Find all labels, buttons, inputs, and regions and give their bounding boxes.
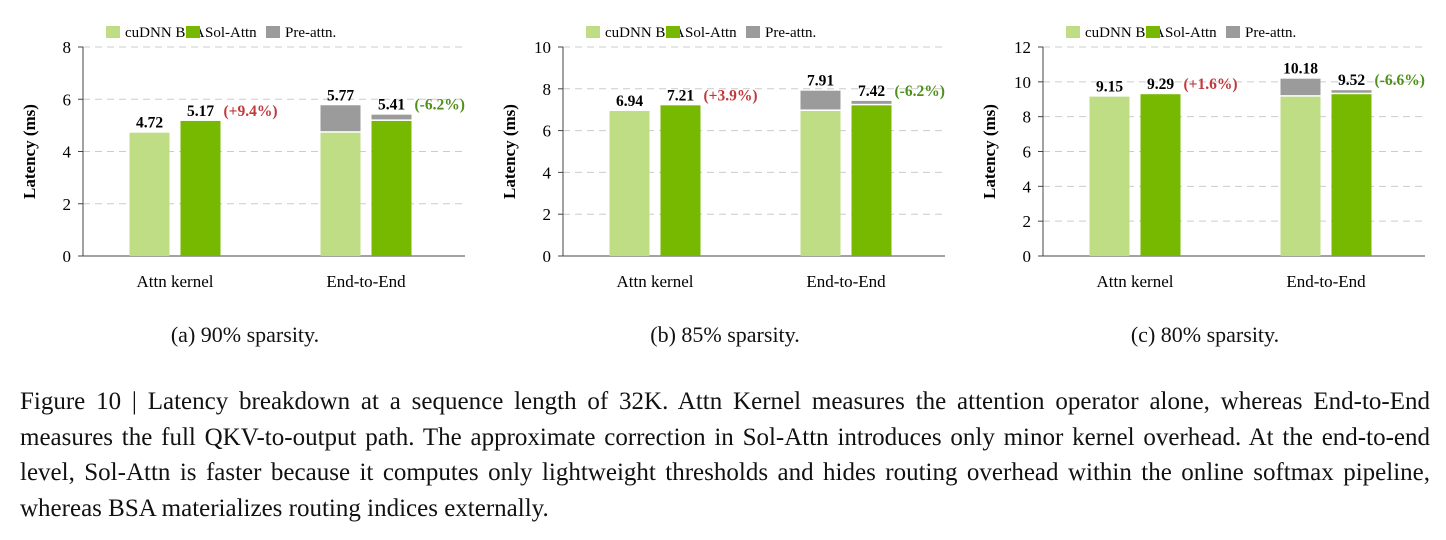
y-tick-label: 6 (543, 122, 552, 141)
y-tick-label: 6 (63, 90, 72, 109)
bar-cudnn-bsa (800, 110, 841, 256)
delta-label: (-6.2%) (415, 97, 465, 114)
data-label: 10.18 (1283, 61, 1318, 78)
y-tick-label: 0 (543, 247, 552, 266)
legend-swatch (666, 26, 680, 38)
x-tick-label: Attn kernel (617, 272, 694, 291)
x-tick-label: End-to-End (326, 272, 406, 291)
y-tick-label: 0 (1023, 247, 1032, 266)
y-tick-label: 10 (1014, 73, 1031, 92)
y-tick-label: 2 (1023, 212, 1032, 231)
x-tick-label: Attn kernel (137, 272, 214, 291)
bar-pre-attn (851, 100, 892, 104)
delta-label: (-6.2%) (895, 83, 945, 100)
y-tick-label: 4 (1023, 177, 1032, 196)
legend-swatch (1066, 26, 1080, 38)
data-label: 7.91 (807, 73, 834, 90)
bar-pre-attn (371, 114, 412, 120)
data-label: 9.15 (1096, 79, 1123, 96)
legend-label: Pre-attn. (285, 25, 336, 41)
x-tick-label: End-to-End (806, 272, 886, 291)
x-tick-label: Attn kernel (1097, 272, 1174, 291)
y-tick-label: 8 (63, 38, 72, 57)
legend-label: Pre-attn. (765, 25, 816, 41)
data-label: 7.42 (858, 83, 885, 100)
y-tick-label: 12 (1014, 38, 1031, 57)
bar-cudnn-bsa (1280, 96, 1321, 256)
legend-swatch (586, 26, 600, 38)
legend-label: cuDNN BSA (605, 25, 685, 41)
legend-label: Pre-attn. (1245, 25, 1296, 41)
legend-swatch (746, 26, 760, 38)
legend-swatch (106, 26, 120, 38)
legend-swatch (1146, 26, 1160, 38)
y-axis-label: Latency (ms) (500, 104, 519, 199)
bar-pre-attn (320, 105, 361, 132)
bar-pre-attn (1331, 90, 1372, 93)
legend-label: cuDNN BSA (1085, 25, 1165, 41)
data-label: 5.17 (187, 103, 214, 120)
legend-label: Sol-Attn (205, 25, 257, 41)
bar-cudnn-bsa (1089, 96, 1130, 256)
y-axis-label: Latency (ms) (980, 104, 999, 199)
chart-panel-2: cuDNN BSA Sol-Attn Pre-attn. 0 2 4 6 8 10 Latency… (500, 25, 945, 291)
data-label: 4.72 (136, 115, 163, 132)
y-tick-label: 6 (1023, 143, 1032, 162)
y-tick-label: 4 (63, 143, 72, 162)
y-tick-label: 2 (543, 205, 552, 224)
data-label: 9.52 (1338, 72, 1365, 89)
data-label: 7.21 (667, 87, 694, 104)
subcaption-a: (a) 90% sparsity. (170, 322, 320, 347)
delta-label: (+1.6%) (1184, 76, 1238, 93)
bar-sol-attn (660, 105, 701, 256)
data-label: 9.29 (1147, 76, 1174, 93)
legend-label: Sol-Attn (685, 25, 737, 41)
subcaption-c: (c) 80% sparsity. (1130, 322, 1280, 347)
bar-sol-attn (851, 105, 892, 256)
bar-sol-attn (1140, 94, 1181, 257)
figure-caption: Figure 10 | Latency breakdown at a seque… (20, 388, 1430, 522)
y-axis-label: Latency (ms) (20, 104, 39, 199)
delta-label: (-6.6%) (1375, 72, 1425, 89)
legend-swatch (266, 26, 280, 38)
bar-sol-attn (180, 120, 221, 256)
delta-label: (+3.9%) (704, 87, 758, 104)
bar-pre-attn (800, 90, 841, 110)
legend-label: Sol-Attn (1165, 25, 1217, 41)
legend-swatch (186, 26, 200, 38)
bar-cudnn-bsa (320, 132, 361, 256)
y-tick-label: 0 (63, 247, 72, 266)
bar-cudnn-bsa (129, 132, 170, 256)
y-tick-label: 4 (543, 163, 552, 182)
chart-panel-3: cuDNN BSA Sol-Attn Pre-attn. 0 2 4 6 8 10 12 Laten… (980, 25, 1425, 291)
legend-swatch (1226, 26, 1240, 38)
bar-sol-attn (371, 120, 412, 256)
y-tick-label: 8 (1023, 108, 1032, 127)
chart-panel-1: cuDNN BSA Sol-Attn Pre-attn. 0 2 4 6 8 Latency (… (20, 25, 465, 291)
bar-sol-attn (1331, 94, 1372, 257)
y-tick-label: 2 (63, 195, 72, 214)
data-label: 5.77 (327, 87, 354, 104)
delta-label: (+9.4%) (224, 103, 278, 120)
subcaption-b: (b) 85% sparsity. (650, 322, 800, 347)
bar-cudnn-bsa (609, 110, 650, 256)
data-label: 6.94 (616, 93, 643, 110)
legend-label: cuDNN BSA (125, 25, 205, 41)
bar-pre-attn (1280, 78, 1321, 96)
data-label: 5.41 (378, 97, 405, 114)
x-tick-label: End-to-End (1286, 272, 1366, 291)
y-tick-label: 8 (543, 80, 552, 99)
y-tick-label: 10 (534, 38, 551, 57)
